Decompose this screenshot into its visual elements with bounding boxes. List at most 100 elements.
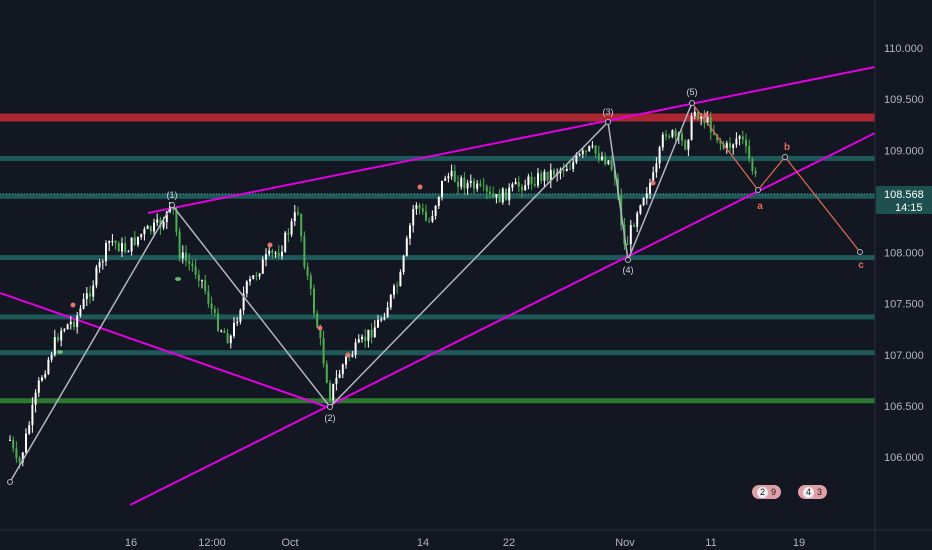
signal-marker — [70, 302, 76, 308]
signal-marker — [175, 277, 181, 281]
signal-marker — [57, 350, 63, 354]
impulse-wave-line — [9, 102, 693, 483]
badge-icon: 2 — [757, 486, 768, 498]
candle-body — [546, 171, 549, 181]
candle-body — [716, 134, 719, 141]
candle-body — [537, 173, 539, 186]
countdown-label: 14:15 — [895, 202, 923, 214]
candle-body — [185, 252, 187, 261]
candle-body — [722, 143, 725, 149]
candle-body — [140, 234, 143, 237]
candle-body — [380, 319, 383, 321]
candle-body — [549, 170, 552, 181]
candle-body — [9, 439, 11, 441]
candle-body — [207, 291, 210, 304]
wave-lines — [9, 102, 861, 483]
candle-body — [82, 299, 85, 309]
candle-body — [655, 163, 658, 173]
candle-body — [297, 212, 299, 215]
candle-body — [489, 191, 491, 194]
candle-body — [287, 232, 290, 235]
candle-body — [457, 181, 459, 187]
candle-body — [434, 205, 437, 216]
candle-body — [373, 327, 376, 338]
event-badge-2[interactable]: 4 3 — [798, 485, 828, 499]
candle-body — [351, 354, 354, 357]
candle-body — [92, 285, 95, 297]
candle-body — [335, 377, 338, 384]
candle-body — [28, 425, 31, 434]
candle-body — [469, 180, 472, 183]
wave-labels: (1) (2) (3) (4) (5) a b c — [167, 87, 865, 423]
candle-body — [697, 111, 699, 119]
candle-body — [725, 143, 728, 149]
candle-body — [284, 232, 287, 252]
price-tag-bg — [876, 186, 932, 214]
price-tick-label: 109.500 — [884, 94, 924, 106]
candle-body — [108, 241, 111, 244]
candle-body — [719, 140, 722, 144]
candle-body — [50, 354, 53, 360]
candle-body — [495, 194, 498, 198]
candle-body — [249, 279, 251, 282]
candle-body — [450, 170, 453, 177]
price-tick-label: 106.000 — [884, 452, 924, 464]
candle-body — [418, 205, 421, 209]
candle-body — [636, 213, 639, 227]
candle-body — [117, 243, 120, 252]
candle-body — [130, 237, 133, 252]
candle-body — [453, 170, 456, 182]
candle-body — [687, 139, 690, 150]
candle-body — [604, 156, 607, 165]
candle-body — [399, 272, 402, 287]
candle-body — [47, 359, 50, 374]
candle-body — [572, 162, 575, 170]
wave-label: (1) — [167, 190, 178, 200]
signal-marker — [417, 184, 423, 190]
level-line — [0, 350, 875, 356]
candle-body — [357, 339, 360, 343]
candles — [9, 106, 757, 469]
candle-body — [693, 111, 696, 116]
candle-body — [674, 130, 677, 137]
time-tick-label: 11 — [705, 537, 716, 549]
price-tick-label: 107.500 — [884, 299, 924, 311]
wave-label: (2) — [325, 413, 336, 423]
event-badge-1[interactable]: 2 9 — [752, 485, 782, 499]
candle-body — [367, 329, 370, 341]
candle-body — [114, 240, 117, 244]
abc-correction-line — [691, 102, 861, 253]
candle-body — [242, 293, 245, 310]
candle-body — [25, 433, 27, 453]
candle-body — [21, 452, 24, 463]
candle-body — [466, 182, 469, 189]
time-tick-label: 22 — [503, 537, 515, 549]
candle-body — [501, 188, 504, 203]
candle-body — [700, 116, 703, 119]
candle-body — [274, 252, 277, 254]
time-tick-label: 16 — [125, 537, 137, 549]
candle-body — [146, 226, 149, 230]
candle-body — [709, 116, 712, 133]
candle-body — [345, 356, 347, 365]
pivot-marker — [755, 187, 761, 193]
pivot-marker — [857, 249, 863, 255]
candle-body — [527, 176, 530, 186]
candle-body — [591, 145, 594, 147]
candle-body — [175, 209, 178, 232]
candle-body — [281, 251, 283, 257]
signal-marker — [267, 242, 273, 248]
candle-body — [562, 169, 565, 172]
candle-body — [201, 280, 203, 282]
price-tick-label: 110.000 — [884, 43, 923, 55]
signal-marker — [345, 352, 351, 358]
candle-body — [194, 266, 197, 275]
candle-body — [412, 209, 415, 226]
price-tick-label: 108.000 — [884, 248, 924, 260]
time-tick-label: Oct — [281, 537, 298, 549]
candle-body — [575, 155, 578, 163]
candle-body — [389, 294, 392, 308]
candle-body — [217, 313, 219, 331]
